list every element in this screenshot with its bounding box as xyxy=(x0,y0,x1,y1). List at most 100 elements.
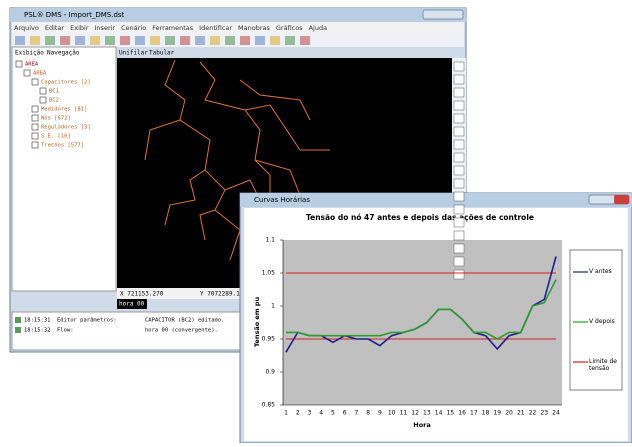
x-tick-label: 17 xyxy=(470,410,478,417)
legend-label: V antes xyxy=(589,268,621,275)
tree-item[interactable]: Nós [672] xyxy=(41,115,71,122)
x-tick-label: 10 xyxy=(388,410,396,417)
map-tool[interactable] xyxy=(454,270,464,279)
tree-item[interactable]: BC1 xyxy=(49,89,59,95)
screen: PSL® DMS - Import_DMS.dst X 721153.270 Y… xyxy=(0,0,632,443)
tool-icon[interactable] xyxy=(120,36,130,45)
y-axis-label: Tensão em pu xyxy=(253,296,261,347)
tree-item[interactable]: Trechos [577] xyxy=(41,143,84,149)
tree-item[interactable]: ÁREA xyxy=(25,61,39,68)
x-tick-label: 13 xyxy=(423,410,431,417)
menu-item[interactable]: Gráficos xyxy=(276,24,303,32)
menu-item[interactable]: Inserir xyxy=(95,24,116,32)
x-tick-label: 23 xyxy=(540,410,548,417)
tool-icon[interactable] xyxy=(105,36,115,45)
plot-area xyxy=(283,240,562,405)
tool-icon[interactable] xyxy=(165,36,175,45)
tool-icon[interactable] xyxy=(30,36,40,45)
map-tool[interactable] xyxy=(454,192,464,201)
log-source: Flow: xyxy=(57,328,74,334)
x-tick-label: 14 xyxy=(435,410,443,417)
log-time: 18:15:32 xyxy=(24,328,51,334)
x-tick-label: 4 xyxy=(319,410,323,417)
map-tool[interactable] xyxy=(454,231,464,240)
tree-item[interactable]: Capacitores [2] xyxy=(41,80,91,86)
x-tick-label: 5 xyxy=(331,410,335,417)
tool-icon[interactable] xyxy=(15,36,25,45)
legend-entry: Limite de tensão xyxy=(589,358,621,376)
tool-icon[interactable] xyxy=(135,36,145,45)
x-tick-label: 6 xyxy=(343,410,347,417)
x-coord: X 721153.270 xyxy=(120,291,164,298)
y-tick-label: 1.1 xyxy=(265,237,275,244)
chart-window-title: Curvas Horárias xyxy=(254,196,310,204)
tool-icon[interactable] xyxy=(285,36,295,45)
menu-item[interactable]: Editar xyxy=(45,24,65,32)
tree-item[interactable]: Medidores [81] xyxy=(41,107,87,113)
y-tick-label: 0.95 xyxy=(262,336,276,343)
map-tool[interactable] xyxy=(454,218,464,227)
tree-icon xyxy=(32,79,38,85)
map-tool[interactable] xyxy=(454,114,464,123)
tool-icon[interactable] xyxy=(90,36,100,45)
tree-icon xyxy=(40,88,46,94)
tool-icon[interactable] xyxy=(180,36,190,45)
tool-icon[interactable] xyxy=(255,36,265,45)
tree-icon xyxy=(32,115,38,121)
menu-item[interactable]: Ajuda xyxy=(309,24,327,32)
menu-item[interactable]: Cenário xyxy=(121,24,146,32)
tree-icon xyxy=(32,106,38,112)
tree-item[interactable]: S.E. [10] xyxy=(41,134,71,140)
tool-icon[interactable] xyxy=(195,36,205,45)
tool-icon[interactable] xyxy=(300,36,310,45)
menu-item[interactable]: Identificar xyxy=(199,24,232,32)
map-tool[interactable] xyxy=(454,140,464,149)
log-time: 18:15:31 xyxy=(24,318,51,324)
map-tab[interactable]: Unifilar xyxy=(119,50,148,57)
tree-item[interactable]: ÁREA xyxy=(33,70,47,77)
menu-item[interactable]: Exibir xyxy=(70,24,89,32)
tool-icon[interactable] xyxy=(210,36,220,45)
x-tick-label: 20 xyxy=(505,410,513,417)
tool-icon[interactable] xyxy=(225,36,235,45)
close-button[interactable] xyxy=(614,195,629,204)
tool-icon[interactable] xyxy=(150,36,160,45)
menu-item[interactable]: Ferramentas xyxy=(152,24,194,32)
menu-item[interactable]: Arquivo xyxy=(14,24,39,32)
tree-icon xyxy=(32,133,38,139)
tool-icon[interactable] xyxy=(75,36,85,45)
map-tool[interactable] xyxy=(454,62,464,71)
y-tick-label: 1.05 xyxy=(262,270,276,277)
map-tool[interactable] xyxy=(454,166,464,175)
x-tick-label: 7 xyxy=(355,410,359,417)
x-tick-label: 24 xyxy=(552,410,560,417)
y-tick-label: 0.9 xyxy=(265,369,275,376)
window-controls[interactable] xyxy=(423,10,463,19)
map-tool[interactable] xyxy=(454,244,464,253)
map-tool[interactable] xyxy=(454,153,464,162)
map-tool[interactable] xyxy=(454,101,464,110)
tree-item[interactable]: Reguladores [3] xyxy=(41,125,91,131)
tool-icon[interactable] xyxy=(270,36,280,45)
y-tick-label: 1 xyxy=(271,303,275,310)
map-tool[interactable] xyxy=(454,127,464,136)
tool-icon[interactable] xyxy=(60,36,70,45)
map-tool[interactable] xyxy=(454,75,464,84)
x-tick-label: 11 xyxy=(400,410,408,417)
x-tick-label: 22 xyxy=(529,410,537,417)
menu-item[interactable]: Manobras xyxy=(238,24,270,32)
sidebar-tab[interactable]: Navegação xyxy=(47,50,80,57)
map-tab[interactable]: Tabular xyxy=(149,50,175,57)
x-tick-label: 1 xyxy=(284,410,288,417)
map-tool[interactable] xyxy=(454,179,464,188)
map-tool[interactable] xyxy=(454,257,464,266)
tree-item[interactable]: BC2 xyxy=(49,98,59,104)
map-tool[interactable] xyxy=(454,88,464,97)
sidebar-tab[interactable]: Exibição xyxy=(15,50,44,57)
window-title: PSL® DMS - Import_DMS.dst xyxy=(24,11,125,19)
map-tool[interactable] xyxy=(454,205,464,214)
tool-icon[interactable] xyxy=(240,36,250,45)
x-tick-label: 18 xyxy=(482,410,490,417)
log-message: CAPACITOR (BC2) editado. xyxy=(145,318,224,324)
tool-icon[interactable] xyxy=(45,36,55,45)
